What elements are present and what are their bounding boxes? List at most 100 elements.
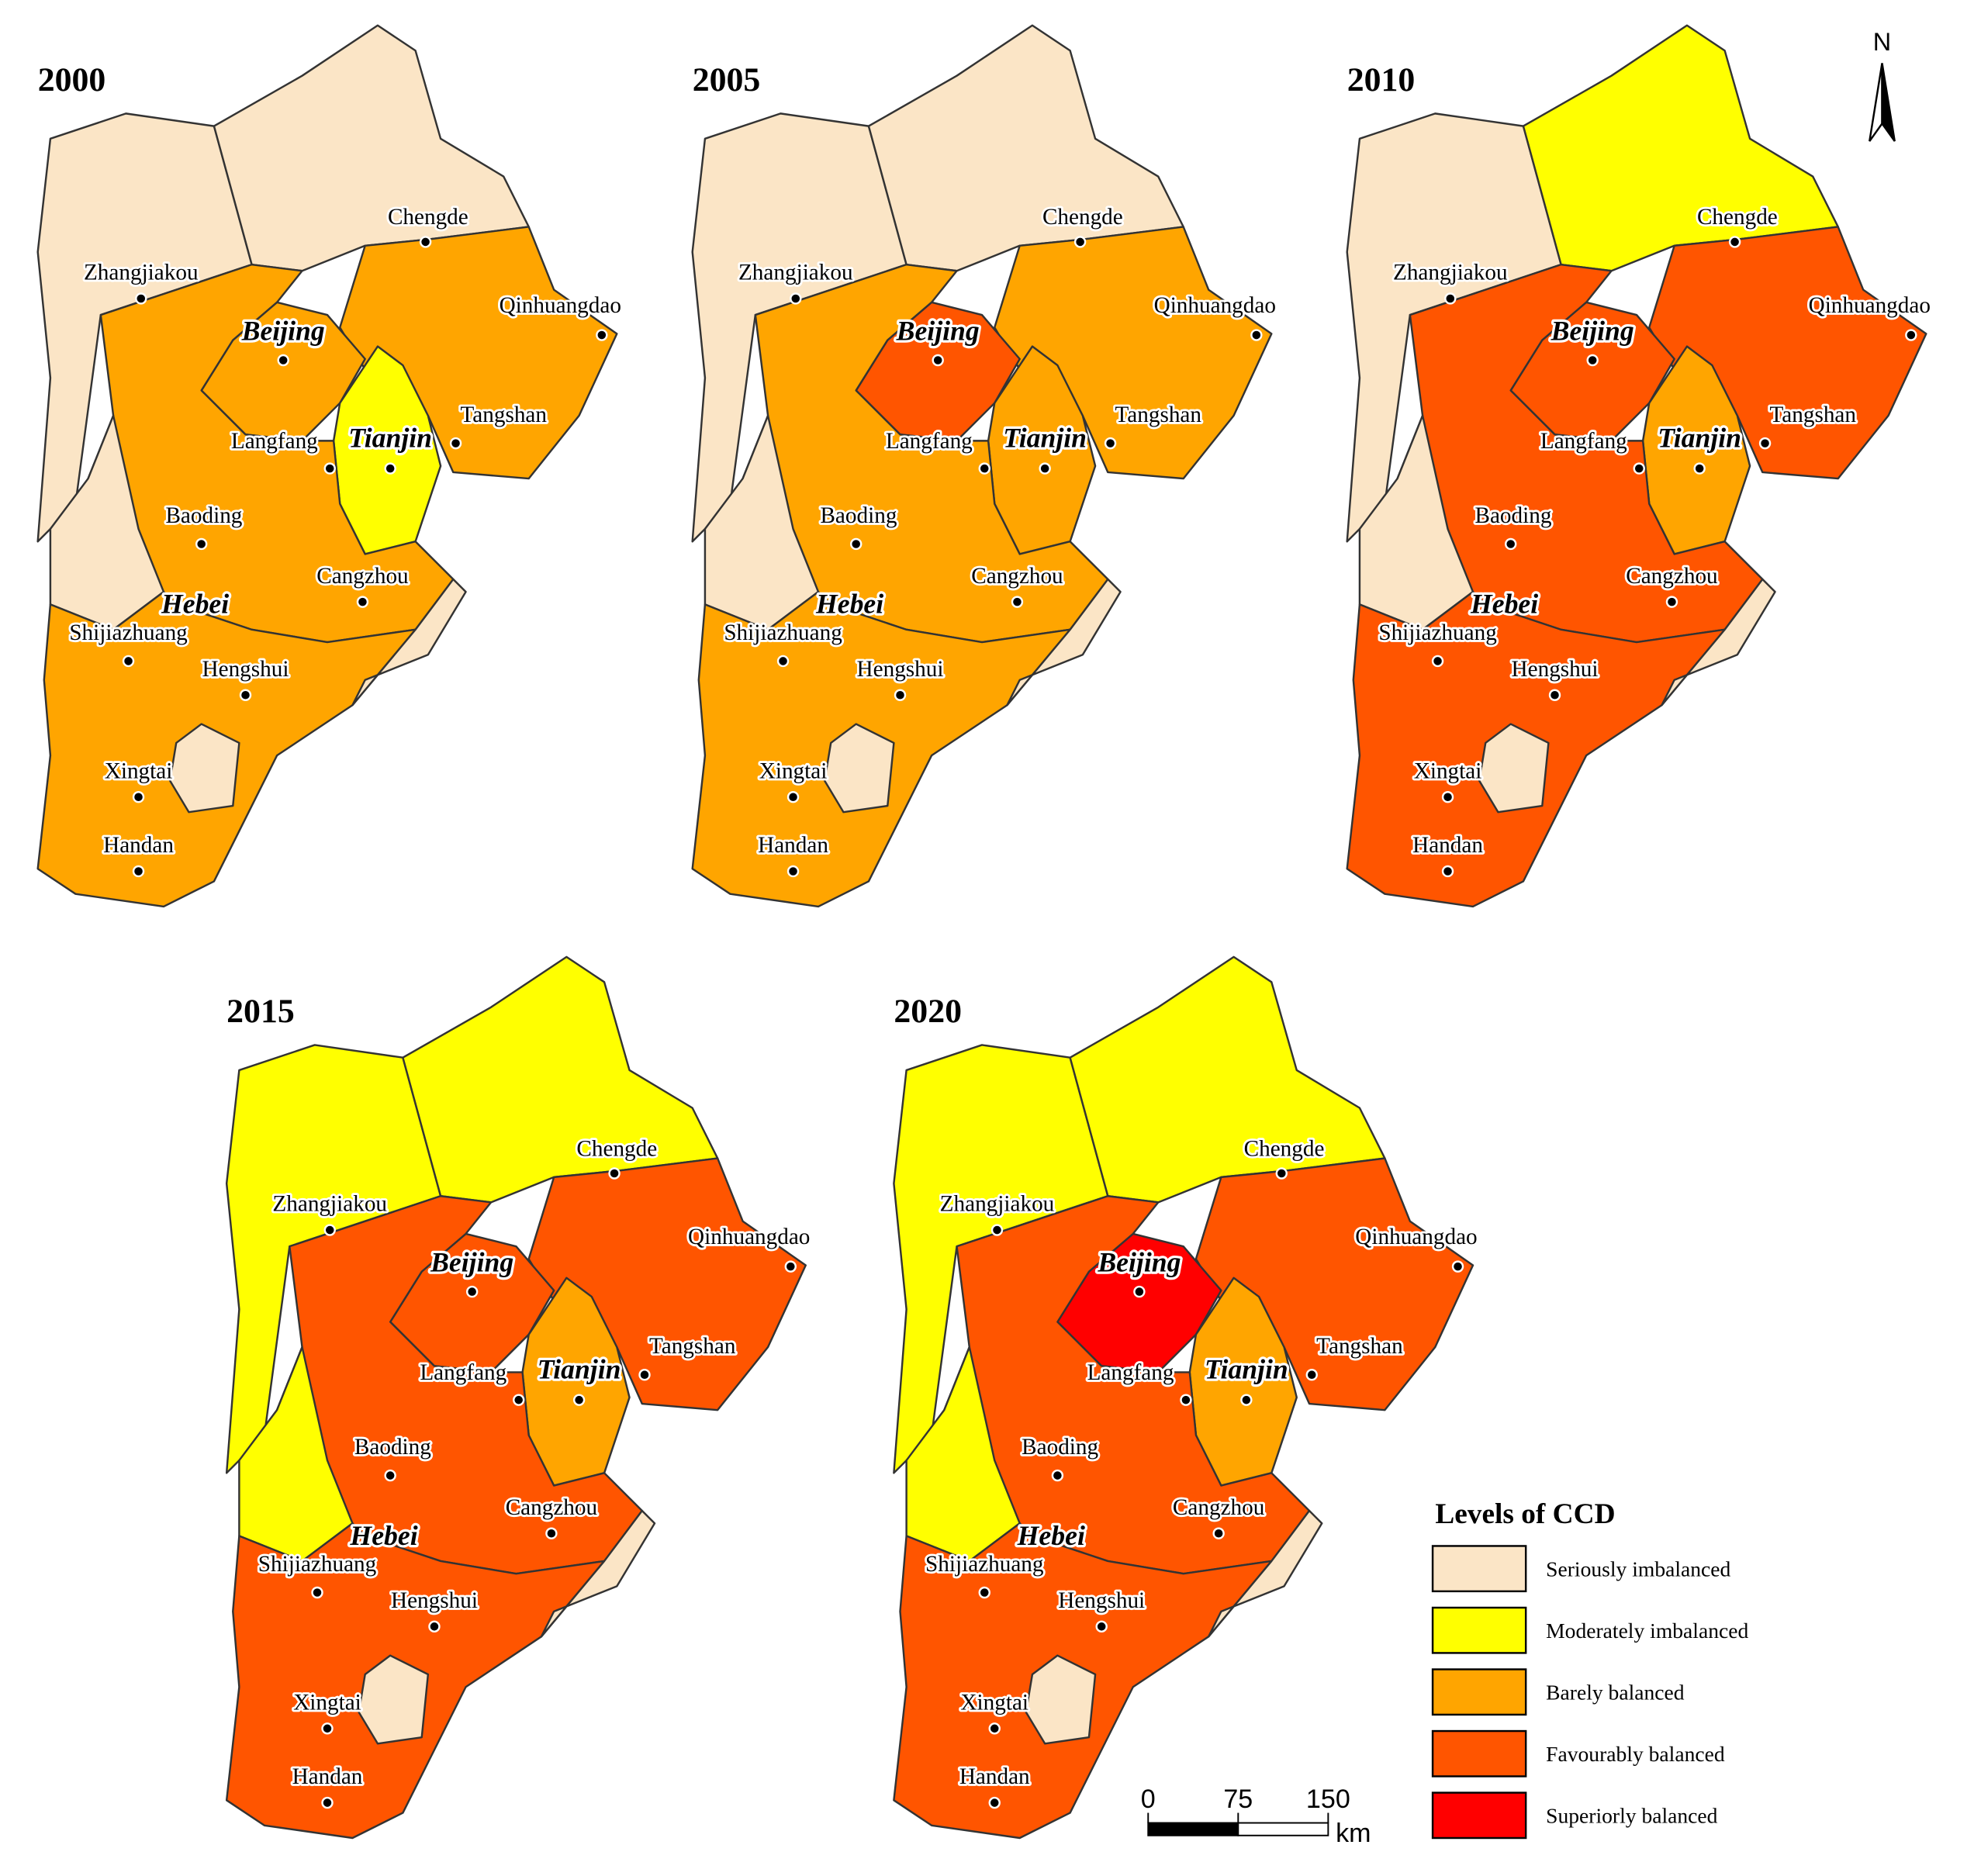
- city-dot: [1633, 462, 1645, 475]
- city-label: Zhangjiakou: [940, 1192, 1055, 1217]
- map-panel: 2015 Chengde Zhangjiakou Qinhuangdao Beijing…: [225, 955, 812, 1840]
- scale-unit: km: [1336, 1819, 1371, 1848]
- city-label: Baoding: [820, 503, 897, 528]
- legend-swatch: [1431, 1606, 1527, 1654]
- region: [351, 578, 467, 707]
- city-label: Hengshui: [1512, 657, 1599, 682]
- city-label: Cangzhou: [1173, 1495, 1265, 1520]
- province-label: Beijing: [1551, 316, 1634, 347]
- city-dot: [572, 1394, 586, 1406]
- north-label: N: [1873, 28, 1891, 56]
- province-label: Beijing: [896, 316, 980, 347]
- city-dot: [1275, 1167, 1288, 1180]
- city-dot: [1095, 1620, 1108, 1633]
- legend-swatch: [1431, 1668, 1527, 1716]
- city-dot: [513, 1394, 525, 1406]
- city-label: Cangzhou: [506, 1495, 598, 1520]
- region: [823, 723, 895, 814]
- province-label: Beijing: [430, 1247, 513, 1278]
- scale-segment: [1237, 1822, 1329, 1836]
- region: [1006, 578, 1122, 707]
- province-label: Tianjin: [348, 422, 432, 453]
- legend-title: Levels of CCD: [1435, 1498, 1615, 1530]
- city-label: Handan: [959, 1764, 1030, 1789]
- region: [358, 1654, 430, 1745]
- city-label: Xingtai: [960, 1690, 1028, 1715]
- city-dot: [1212, 1527, 1225, 1539]
- city-label: Handan: [1412, 833, 1483, 858]
- city-label: Langfang: [231, 429, 318, 454]
- city-label: Xingtai: [759, 758, 828, 783]
- city-dot: [132, 865, 145, 878]
- city-dot: [978, 1586, 990, 1599]
- city-dot: [988, 1796, 1001, 1809]
- scale-tick-label: 0: [1141, 1784, 1156, 1814]
- city-label: Hengshui: [1058, 1588, 1145, 1613]
- city-dot: [135, 292, 147, 305]
- city-label: Baoding: [165, 503, 242, 528]
- city-label: Qinhuangdao: [1355, 1225, 1477, 1249]
- city-dot: [428, 1620, 441, 1633]
- city-dot: [323, 462, 336, 475]
- city-dot: [1305, 1369, 1318, 1381]
- city-label: Handan: [103, 833, 174, 858]
- city-label: Xingtai: [293, 1690, 361, 1715]
- city-label: Chengde: [576, 1136, 657, 1161]
- province-label: Hebei: [815, 589, 883, 620]
- panel-title: 2015: [226, 993, 295, 1030]
- city-label: Zhangjiakou: [738, 261, 853, 285]
- city-dot: [784, 1260, 797, 1273]
- city-dot: [449, 437, 462, 450]
- city-label: Hengshui: [857, 657, 944, 682]
- city-label: Tangshan: [1316, 1334, 1403, 1359]
- city-label: Langfang: [420, 1360, 506, 1385]
- province-label: Hebei: [1017, 1520, 1085, 1551]
- region: [168, 723, 240, 814]
- city-label: Hengshui: [202, 657, 289, 682]
- city-dot: [849, 537, 863, 551]
- city-dot: [132, 791, 145, 803]
- city-label: Xingtai: [105, 758, 173, 783]
- city-dot: [894, 689, 907, 701]
- province-label: Tianjin: [1205, 1354, 1288, 1385]
- legend-swatch: [1431, 1791, 1527, 1840]
- scale-bar: 0 75 150 km: [1141, 1784, 1371, 1848]
- legend-label: Seriously imbalanced: [1546, 1556, 1730, 1581]
- province-label: Tianjin: [1658, 422, 1741, 453]
- city-dot: [1051, 1469, 1064, 1482]
- province-label: Tianjin: [538, 1354, 621, 1385]
- city-label: Qinhuangdao: [1154, 293, 1276, 318]
- city-dot: [384, 1469, 396, 1482]
- map-panel: 2000 Chengde Zhangjiakou Qinhuangdao Beijing…: [36, 24, 624, 908]
- city-dot: [1728, 236, 1741, 248]
- city-dot: [1444, 292, 1457, 305]
- city-dot: [321, 1796, 334, 1809]
- city-label: Zhangjiakou: [272, 1192, 387, 1217]
- city-label: Zhangjiakou: [1393, 261, 1508, 285]
- region: [1025, 1654, 1097, 1745]
- legend-swatch: [1431, 1729, 1527, 1778]
- province-label: Beijing: [241, 316, 325, 347]
- city-label: Baoding: [1022, 1435, 1098, 1460]
- region: [1661, 578, 1776, 707]
- city-label: Tangshan: [649, 1334, 736, 1359]
- map-panel: 2005 Chengde Zhangjiakou Qinhuangdao Beijing…: [691, 24, 1278, 908]
- city-dot: [978, 462, 990, 475]
- city-label: Tangshan: [1769, 402, 1856, 427]
- city-label: Shijiazhuang: [1378, 620, 1497, 645]
- city-dot: [321, 1722, 334, 1735]
- city-label: Langfang: [886, 429, 973, 454]
- city-dot: [1504, 537, 1517, 551]
- legend-label: Moderately imbalanced: [1546, 1619, 1748, 1643]
- city-label: Cangzhou: [971, 564, 1063, 589]
- city-dot: [596, 329, 608, 341]
- city-dot: [1758, 437, 1772, 450]
- scale-tick-label: 75: [1223, 1784, 1253, 1814]
- city-label: Qinhuangdao: [688, 1225, 810, 1249]
- map-panel: 2010 Chengde Zhangjiakou Qinhuangdao Beijing…: [1346, 24, 1933, 908]
- city-label: Cangzhou: [316, 564, 409, 589]
- city-dot: [1073, 236, 1087, 248]
- panel-title: 2010: [1347, 61, 1416, 98]
- city-label: Tangshan: [1115, 402, 1201, 427]
